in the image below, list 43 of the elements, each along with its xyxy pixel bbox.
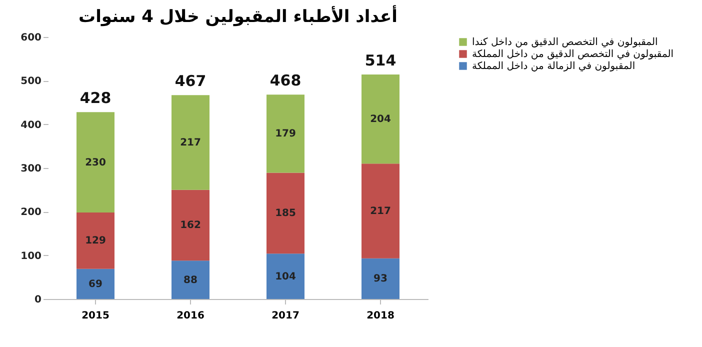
data-label: 217 [180,137,201,148]
legend-label: المقبولون في الزمالة من داخل المملكة [472,61,636,72]
bar [362,74,400,164]
bar [172,95,210,190]
bar [266,172,304,254]
bar [76,268,114,299]
total-label: 428 [80,89,112,108]
y-tick-label: 400 [20,120,42,131]
bar [172,260,210,299]
x-tick-label: 2016 [176,310,204,322]
x-tick-label: 2017 [272,310,300,322]
bar [266,254,304,299]
data-label: 162 [180,220,201,232]
data-label: 88 [184,274,198,286]
bar [362,164,400,258]
data-label: 69 [88,278,102,290]
total-label: 514 [364,52,396,70]
chart-title: أعداد الأطباء المقبولين خلال 4 سنوات [78,5,398,27]
x-tick-label: 2015 [82,310,110,322]
y-tick-label: 600 [20,32,42,44]
y-tick-label: 100 [20,250,42,262]
data-label: 204 [370,114,391,126]
bar [172,190,210,261]
total-label: 467 [174,72,206,90]
y-tick-label: 200 [20,207,42,218]
x-tick-label: 2018 [366,310,394,322]
y-tick-label: 0 [34,294,42,306]
data-label: 230 [85,157,106,168]
y-tick-label: 300 [20,164,42,174]
bar [266,94,304,173]
total-label: 468 [270,72,302,90]
legend-label: المقبولون في التخصص الدقيق من داخل كندا [472,37,658,48]
y-tick-label: 500 [20,76,42,88]
data-label: 179 [275,128,296,140]
bar [362,258,400,299]
legend-label: المقبولون في التخصص الدقيق من داخل المملكة [472,49,674,60]
bar [76,212,114,269]
bar [76,112,114,213]
data-label: 104 [275,271,296,282]
data-label: 129 [85,236,106,247]
data-label: 93 [374,274,388,285]
data-label: 185 [275,208,296,220]
data-label: 217 [370,206,391,218]
